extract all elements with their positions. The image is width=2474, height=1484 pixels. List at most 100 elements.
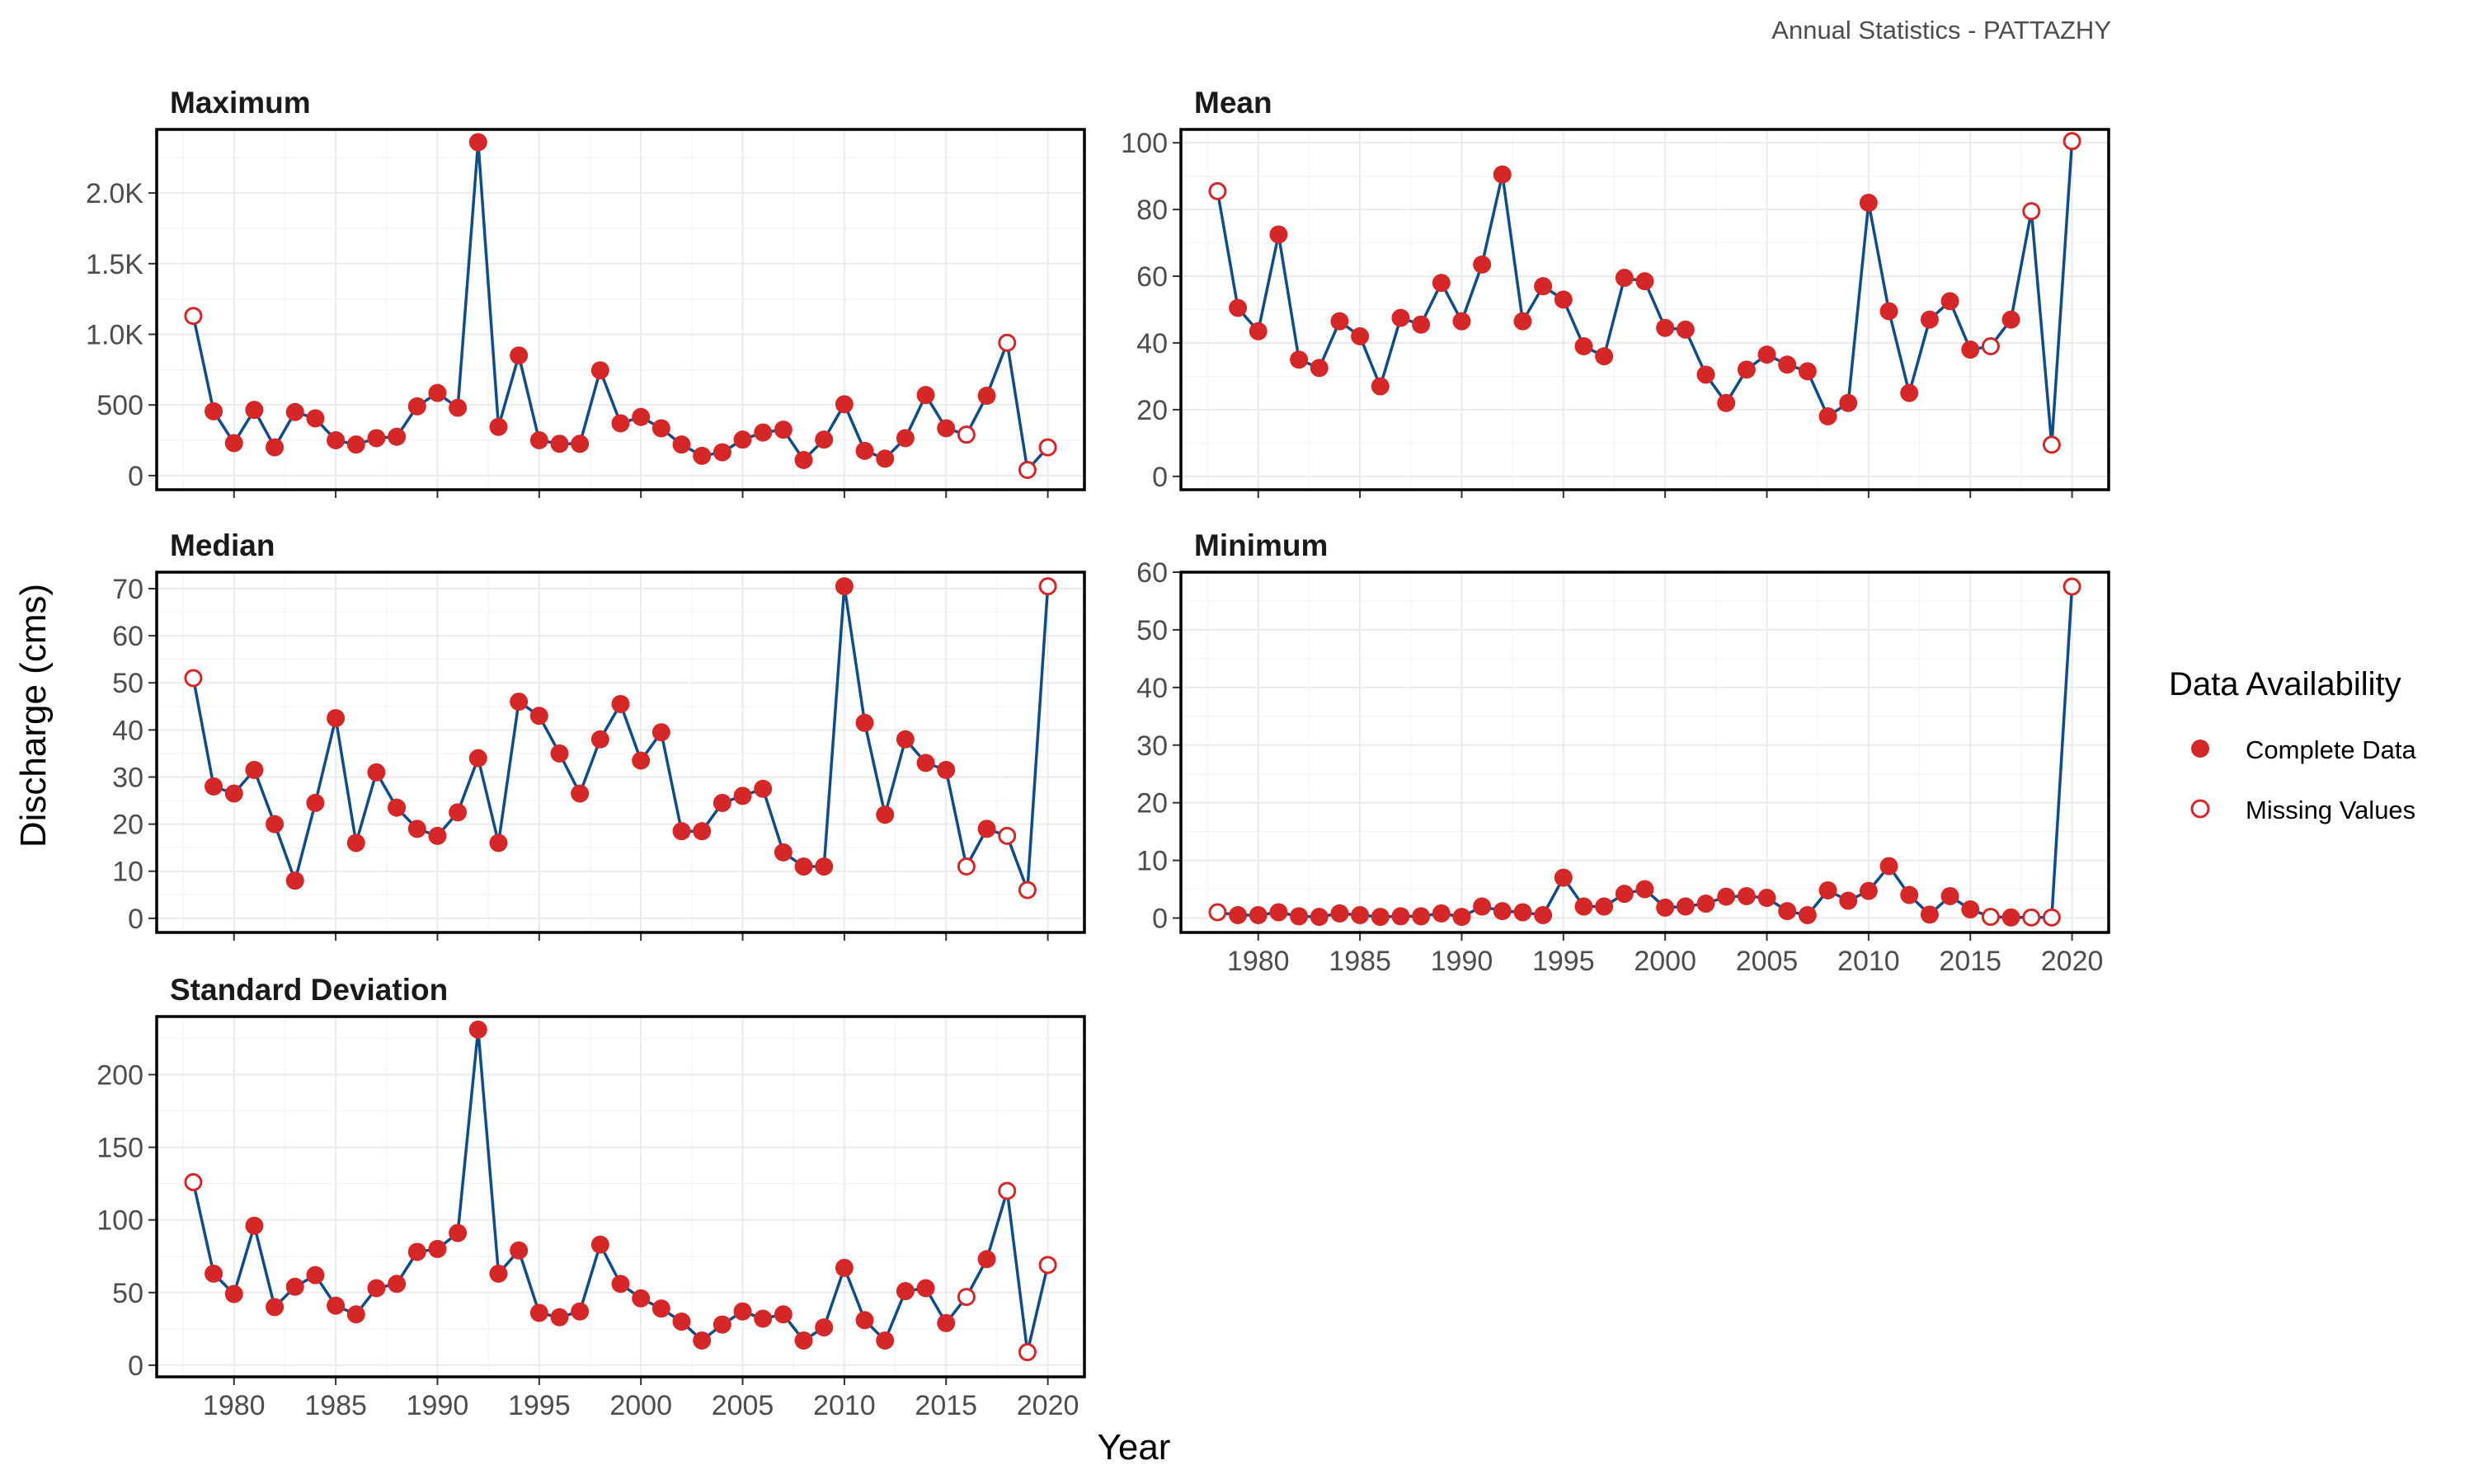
point-complete-2001 xyxy=(1676,897,1695,916)
point-complete-1994 xyxy=(1534,277,1553,296)
point-complete-1994 xyxy=(510,346,529,365)
point-complete-1999 xyxy=(1635,272,1654,291)
point-complete-2002 xyxy=(672,1313,691,1331)
point-complete-2011 xyxy=(1879,302,1898,321)
point-complete-2005 xyxy=(1757,889,1776,908)
point-missing-2016 xyxy=(957,1288,976,1307)
point-complete-1993 xyxy=(489,417,508,436)
point-complete-1986 xyxy=(346,834,365,852)
point-complete-1997 xyxy=(571,434,590,453)
y-tick-label: 20 xyxy=(1136,788,1168,819)
point-complete-1987 xyxy=(367,429,386,448)
point-complete-1979 xyxy=(1229,298,1248,317)
point-missing-1978 xyxy=(184,669,203,688)
x-tick-label: 1985 xyxy=(304,1390,367,1421)
y-tick-label: 2.0K xyxy=(86,178,143,209)
point-complete-1992 xyxy=(468,133,487,152)
point-complete-1980 xyxy=(224,434,243,453)
point-complete-2011 xyxy=(855,1311,874,1330)
point-complete-1983 xyxy=(285,871,304,890)
point-complete-2001 xyxy=(651,419,670,438)
point-complete-1989 xyxy=(407,1242,426,1261)
point-complete-2006 xyxy=(754,1309,773,1328)
point-missing-2018 xyxy=(2022,908,2041,927)
point-complete-2012 xyxy=(876,805,895,824)
point-complete-1989 xyxy=(407,397,426,416)
point-complete-2009 xyxy=(815,1318,834,1337)
point-complete-1979 xyxy=(205,1264,223,1283)
point-complete-2003 xyxy=(693,822,712,841)
y-tick-label: 40 xyxy=(1136,328,1168,359)
point-complete-2015 xyxy=(1961,900,1980,919)
y-tick-label: 10 xyxy=(112,857,143,888)
point-complete-1986 xyxy=(346,435,365,454)
y-tick-label: 50 xyxy=(112,668,143,699)
point-complete-1997 xyxy=(571,784,590,803)
point-complete-2008 xyxy=(794,1331,813,1350)
point-complete-1985 xyxy=(327,709,346,728)
point-complete-2001 xyxy=(1676,320,1695,339)
point-complete-2005 xyxy=(1757,345,1776,364)
point-complete-1994 xyxy=(510,693,529,711)
x-tick-label: 2005 xyxy=(712,1390,774,1421)
y-tick-label: 1.5K xyxy=(86,249,143,280)
point-complete-1996 xyxy=(1574,897,1593,916)
point-complete-2014 xyxy=(916,754,935,773)
point-complete-2014 xyxy=(916,386,935,405)
point-complete-1999 xyxy=(611,414,630,433)
panel-title-median: Median xyxy=(170,528,275,562)
point-complete-2006 xyxy=(754,779,773,798)
point-complete-1982 xyxy=(1290,907,1309,926)
point-complete-1983 xyxy=(285,1277,304,1296)
point-complete-1993 xyxy=(1513,903,1532,922)
point-complete-1995 xyxy=(529,1303,548,1322)
point-missing-2020 xyxy=(2062,132,2081,151)
point-complete-1987 xyxy=(367,763,386,782)
point-complete-1997 xyxy=(571,1302,590,1321)
point-complete-1999 xyxy=(1635,880,1654,899)
x-tick-label: 1995 xyxy=(1532,946,1595,977)
point-complete-1981 xyxy=(245,760,264,779)
point-complete-1995 xyxy=(1554,290,1573,309)
panel-title-minimum: Minimum xyxy=(1194,528,1328,562)
point-complete-2017 xyxy=(977,1250,996,1269)
point-complete-1996 xyxy=(550,434,569,453)
point-complete-2003 xyxy=(693,1331,712,1350)
legend-title: Data Availability xyxy=(2169,666,2401,702)
point-complete-2004 xyxy=(1737,886,1756,905)
point-complete-2008 xyxy=(794,451,813,470)
y-tick-label: 0 xyxy=(128,904,143,935)
y-tick-label: 0 xyxy=(128,1350,143,1382)
point-complete-1989 xyxy=(1432,274,1451,293)
y-tick-label: 70 xyxy=(112,574,143,605)
point-complete-2000 xyxy=(1656,318,1675,337)
point-complete-1990 xyxy=(1452,312,1471,331)
point-missing-2016 xyxy=(1981,337,2000,356)
point-complete-1988 xyxy=(1412,315,1431,334)
point-complete-1984 xyxy=(306,1266,325,1284)
legend-key-complete-data xyxy=(2191,740,2209,758)
point-complete-1998 xyxy=(590,1235,609,1254)
panel-mean: Mean 0 20 40 60 80 100 xyxy=(1121,86,2110,498)
point-complete-1980 xyxy=(224,1284,243,1303)
point-complete-1984 xyxy=(1330,312,1349,331)
y-tick-label: 150 xyxy=(96,1133,143,1164)
point-complete-1995 xyxy=(1554,868,1573,887)
point-complete-1992 xyxy=(1493,165,1512,184)
point-complete-2012 xyxy=(876,1331,895,1350)
point-complete-1991 xyxy=(1473,255,1492,274)
point-complete-2001 xyxy=(651,723,670,742)
x-tick-label: 1990 xyxy=(407,1390,469,1421)
x-axis-title: Year xyxy=(1098,1427,1171,1468)
point-complete-2013 xyxy=(896,1282,915,1301)
point-complete-2015 xyxy=(937,419,956,438)
point-complete-2010 xyxy=(835,395,854,414)
x-tick-label: 1990 xyxy=(1431,946,1493,977)
point-complete-1997 xyxy=(1595,347,1614,366)
point-complete-1990 xyxy=(428,826,447,845)
y-tick-label: 30 xyxy=(112,762,143,793)
point-complete-1981 xyxy=(245,401,264,420)
panel-title-mean: Mean xyxy=(1194,86,1272,120)
y-tick-label: 20 xyxy=(112,810,143,841)
